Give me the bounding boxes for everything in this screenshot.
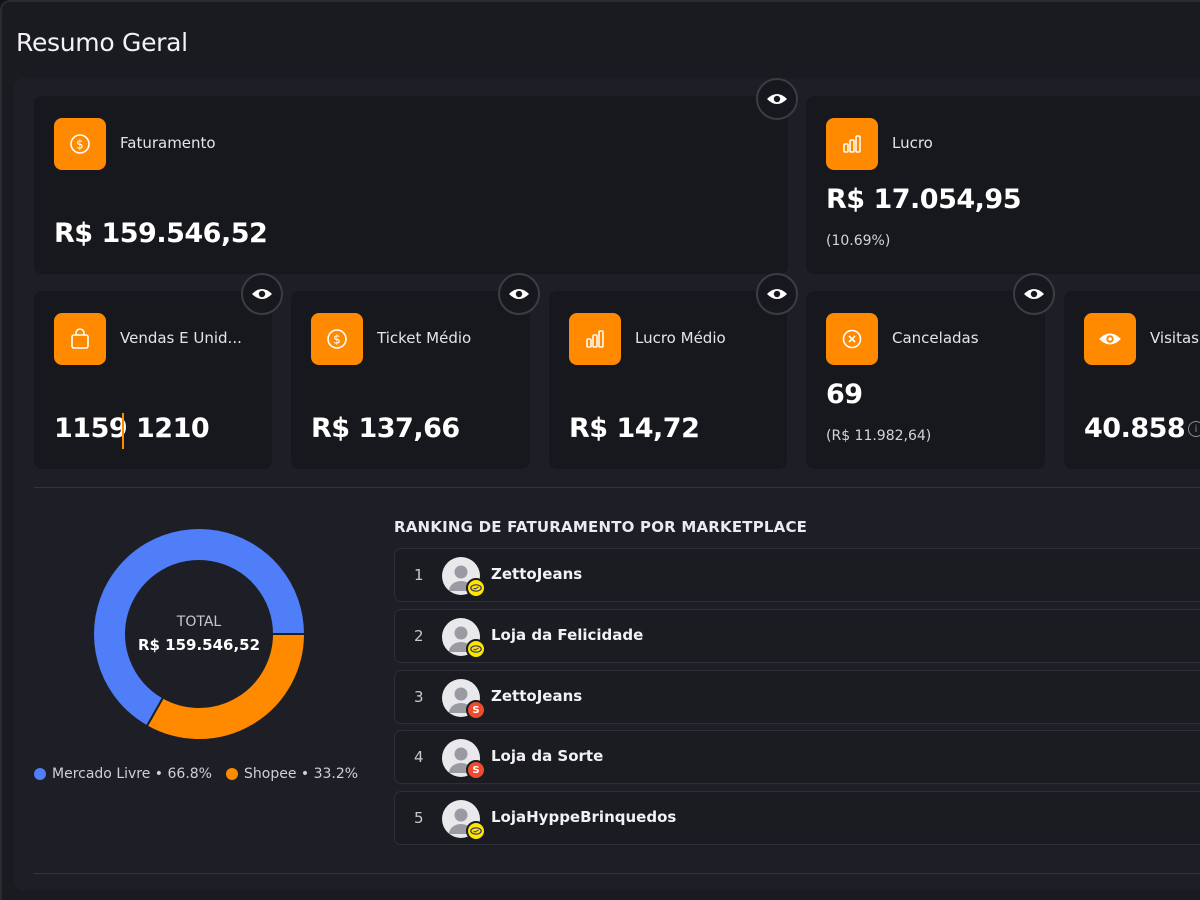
eye-icon <box>509 289 529 299</box>
ranking-title: RANKING DE FATURAMENTO POR MARKETPLACE <box>394 518 808 536</box>
section-divider <box>34 487 1200 488</box>
cancel-circle-icon <box>826 313 878 365</box>
toggle-visibility-button[interactable] <box>756 273 798 315</box>
marketplace-donut-chart: TOTAL R$ 159.546,52 <box>90 525 308 743</box>
bottom-divider <box>34 873 1200 874</box>
legend-dot-orange <box>226 768 238 780</box>
donut-total-value: R$ 159.546,52 <box>137 636 261 654</box>
card-value: 40.858 <box>1084 413 1186 444</box>
store-name: ZettoJeans <box>491 687 583 705</box>
eye-icon <box>252 289 272 299</box>
avatar <box>442 557 480 595</box>
card-label: Canceladas <box>892 329 979 347</box>
mercado-livre-icon <box>466 578 486 598</box>
card-lucro: Lucro R$ 17.054,95 (10.69%) <box>806 96 1200 274</box>
value-divider <box>122 413 124 449</box>
card-value-unidades: 1210 <box>136 413 210 444</box>
ranking-row[interactable]: 3 S ZettoJeans <box>394 670 1200 724</box>
card-vendas: Vendas E Unid... 1159 1210 <box>34 291 272 469</box>
card-value: R$ 137,66 <box>311 413 460 444</box>
card-label: Vendas E Unid... <box>120 329 242 347</box>
card-value: R$ 159.546,52 <box>54 218 268 249</box>
ranking-position: 3 <box>414 688 424 706</box>
mercado-livre-icon <box>466 639 486 659</box>
card-ticket-medio: $ Ticket Médio R$ 137,66 <box>291 291 530 469</box>
shopee-icon: S <box>466 760 486 780</box>
ranking-row[interactable]: 2 Loja da Felicidade <box>394 609 1200 663</box>
legend-label: Shopee • 33.2% <box>244 766 359 782</box>
card-label: Lucro Médio <box>635 329 726 347</box>
card-label: Faturamento <box>120 134 216 152</box>
card-canceladas: Canceladas 69 (R$ 11.982,64) <box>806 291 1045 469</box>
ranking-position: 5 <box>414 809 424 827</box>
mercado-livre-icon <box>466 821 486 841</box>
eye-icon <box>1024 289 1044 299</box>
shopee-icon: S <box>466 700 486 720</box>
card-value: R$ 14,72 <box>569 413 700 444</box>
legend-label: Mercado Livre • 66.8% <box>52 766 212 782</box>
eye-icon <box>767 289 787 299</box>
legend-item: Shopee • 33.2% <box>226 766 358 782</box>
card-label: Ticket Médio <box>377 329 472 347</box>
eye-icon <box>767 94 787 104</box>
card-subvalue: (R$ 11.982,64) <box>826 428 932 444</box>
donut-total-label: TOTAL <box>176 614 222 630</box>
toggle-visibility-button[interactable] <box>498 273 540 315</box>
card-label: Visitas <box>1150 329 1199 347</box>
legend-dot-blue <box>34 768 46 780</box>
store-name: LojaHyppeBrinquedos <box>491 808 677 826</box>
ranking-row[interactable]: 4 S Loja da Sorte <box>394 730 1200 784</box>
bar-chart-icon <box>826 118 878 170</box>
info-icon[interactable]: i <box>1188 421 1200 437</box>
shopping-bag-icon <box>54 313 106 365</box>
ranking-position: 1 <box>414 566 424 584</box>
ranking-position: 4 <box>414 748 424 766</box>
ranking-row[interactable]: 5 LojaHyppeBrinquedos <box>394 791 1200 845</box>
donut-center: TOTAL R$ 159.546,52 <box>90 525 308 743</box>
toggle-visibility-button[interactable] <box>1013 273 1055 315</box>
toggle-visibility-button[interactable] <box>241 273 283 315</box>
bar-chart-icon <box>569 313 621 365</box>
donut-svg <box>92 527 307 741</box>
store-name: ZettoJeans <box>491 565 583 583</box>
donut-legend: Mercado Livre • 66.8% Shopee • 33.2% <box>34 766 358 782</box>
card-label: Lucro <box>892 134 933 152</box>
ranking-position: 2 <box>414 627 424 645</box>
svg-text:$: $ <box>76 138 84 152</box>
toggle-visibility-button[interactable] <box>756 78 798 120</box>
store-name: Loja da Sorte <box>491 747 604 765</box>
svg-text:$: $ <box>333 333 341 347</box>
card-value: R$ 17.054,95 <box>826 184 1022 215</box>
eye-icon <box>1084 313 1136 365</box>
store-name: Loja da Felicidade <box>491 626 644 644</box>
avatar <box>442 800 480 838</box>
card-value: 69 <box>826 379 863 410</box>
page-title: Resumo Geral <box>16 28 188 57</box>
card-subvalue: (10.69%) <box>826 233 891 249</box>
card-faturamento: $ Faturamento R$ 159.546,52 <box>34 96 788 274</box>
ranking-row[interactable]: 1 ZettoJeans <box>394 548 1200 602</box>
card-value-vendas: 1159 <box>54 413 128 444</box>
dollar-icon: $ <box>54 118 106 170</box>
card-visitas: Visitas 40.858 i <box>1064 291 1200 469</box>
legend-item: Mercado Livre • 66.8% <box>34 766 212 782</box>
donut-slice-mercado-livre[interactable] <box>92 527 307 728</box>
card-lucro-medio: Lucro Médio R$ 14,72 <box>549 291 787 469</box>
dollar-icon: $ <box>311 313 363 365</box>
